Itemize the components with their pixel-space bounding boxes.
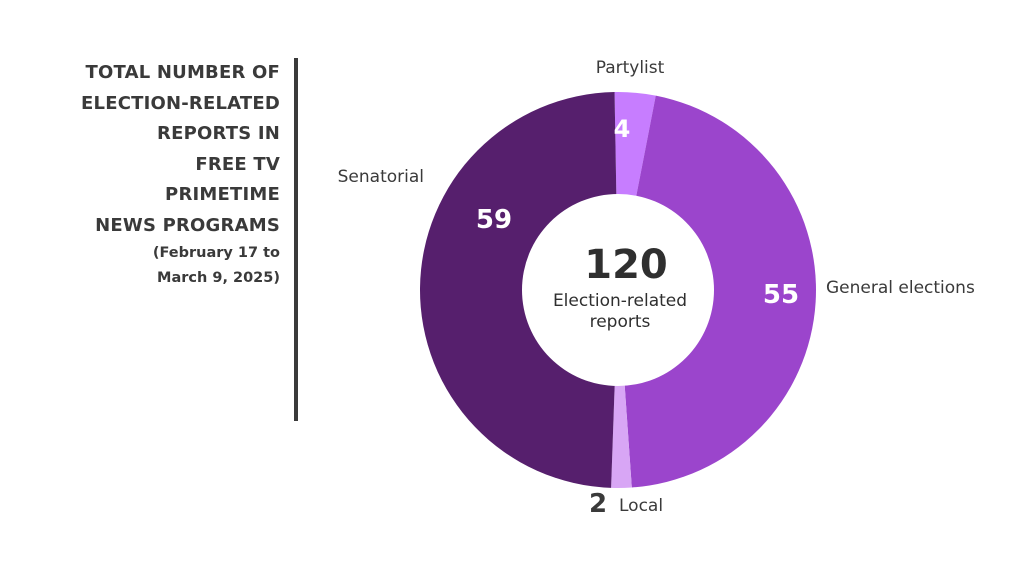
subtitle-line: March 9, 2025) (157, 270, 280, 286)
title-line: REPORTS IN (157, 123, 280, 144)
title-divider (294, 58, 298, 421)
title-line: TOTAL NUMBER OF (85, 62, 280, 83)
donut-hole (522, 194, 714, 386)
slice-label-general-elections: General elections (826, 278, 975, 298)
slice-value-local: 2 (589, 489, 607, 519)
chart-title: TOTAL NUMBER OF ELECTION-RELATED REPORTS… (30, 58, 280, 291)
donut-slice-general-elections (618, 95, 816, 488)
center-label-line: Election-related (553, 291, 687, 311)
slice-label-senatorial: Senatorial (338, 167, 424, 187)
donut-slice-local (611, 290, 632, 488)
donut-slices (419, 92, 816, 488)
center-total: 120 (584, 242, 668, 288)
slice-label-partylist: Partylist (596, 58, 665, 78)
slice-labels: 4 Partylist 55 General elections 2 Local 59 Sen… (338, 58, 975, 519)
slice-value-general-elections: 55 (763, 280, 799, 310)
donut-slice-senatorial (419, 92, 618, 488)
title-line: PRIMETIME (165, 184, 280, 205)
subtitle-line: (February 17 to (152, 245, 280, 261)
title-line: NEWS PROGRAMS (95, 214, 280, 236)
center-label-line: reports (590, 312, 651, 332)
slice-label-local: Local (619, 496, 663, 516)
title-line: FREE TV (195, 153, 280, 175)
slice-value-senatorial: 59 (476, 205, 512, 235)
slice-value-partylist: 4 (614, 115, 631, 143)
title-line: ELECTION-RELATED (81, 92, 280, 114)
